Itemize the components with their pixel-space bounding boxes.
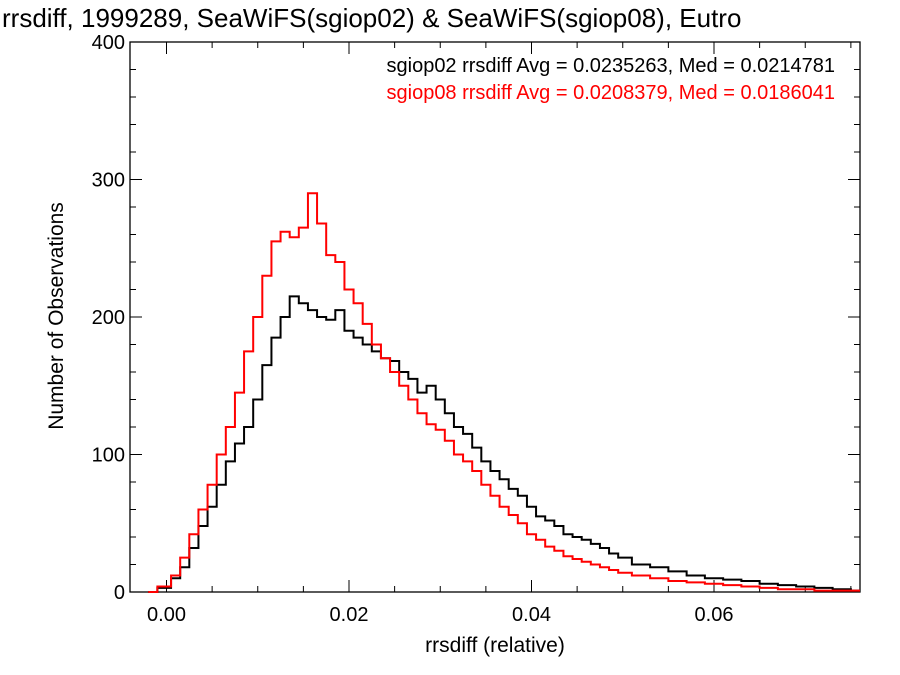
x-tick-label: 0.04 [512,604,551,626]
annotation-sgiop08: sgiop08 rrsdiff Avg = 0.0208379, Med = 0… [387,82,836,104]
x-tick-label: 0.00 [147,604,186,626]
y-tick-label: 100 [92,445,125,467]
series-layer [148,192,860,593]
y-tick-label: 300 [92,170,125,192]
y-axis-ticks: 0 100 200 300 400 [92,32,860,604]
y-tick-label: 0 [114,582,125,604]
y-axis-label: Number of Observations [45,202,68,430]
series-line-1 [148,192,860,593]
annotation-sgiop02: sgiop02 rrsdiff Avg = 0.0235263, Med = 0… [387,55,836,77]
y-tick-label: 200 [92,307,125,329]
plot-frame [129,41,861,593]
x-axis-ticks: 0.00 0.02 0.04 0.06 [147,42,852,626]
chart-title: rrsdiff, 1999289, SeaWiFS(sgiop02) & Sea… [2,3,741,33]
x-axis-label: rrsdiff (relative) [425,634,565,657]
x-tick-label: 0.02 [330,604,369,626]
series-line-0 [148,295,860,593]
plot-border [129,41,861,593]
y-tick-label: 400 [92,32,125,54]
x-tick-label: 0.06 [695,604,734,626]
